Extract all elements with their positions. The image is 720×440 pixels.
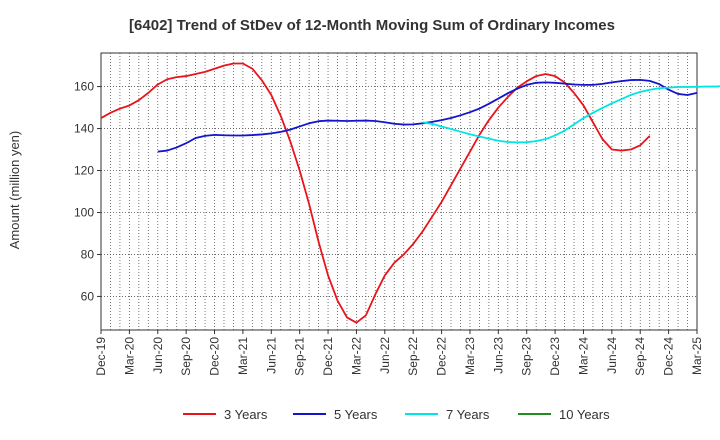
legend-item-7-years: 7 Years xyxy=(405,407,490,422)
x-tick-label: Mar-24 xyxy=(576,337,590,375)
x-tick-label: Dec-23 xyxy=(548,337,562,376)
legend-item-5-years: 5 Years xyxy=(293,407,378,422)
x-axis: Dec-19 Mar-20 Jun-20 Sep-20 Dec-20 Mar-21 Jun-… xyxy=(94,330,704,376)
legend-item-10-years: 10 Years xyxy=(518,407,610,422)
x-tick-label: Jun-20 xyxy=(151,337,165,374)
legend-label: 3 Years xyxy=(224,407,268,422)
x-tick-label: Mar-21 xyxy=(236,337,250,375)
legend: 3 Years 5 Years 7 Years 10 Years xyxy=(183,407,610,422)
y-tick-label: 80 xyxy=(81,247,95,261)
x-tick-label: Jun-21 xyxy=(264,337,278,374)
x-tick-label: Jun-22 xyxy=(378,337,392,374)
legend-label: 10 Years xyxy=(559,407,610,422)
x-tick-label: Sep-22 xyxy=(406,337,420,376)
legend-label: 5 Years xyxy=(334,407,378,422)
chart-title: [6402] Trend of StDev of 12-Month Moving… xyxy=(129,17,615,34)
x-tick-label: Mar-23 xyxy=(463,337,477,375)
y-tick-label: 140 xyxy=(74,122,94,136)
series-line-5-years xyxy=(157,78,698,153)
y-axis-label: Amount (million yen) xyxy=(7,131,22,250)
x-tick-label: Mar-20 xyxy=(122,337,136,375)
x-tick-label: Sep-24 xyxy=(633,337,647,376)
grid xyxy=(101,53,697,330)
x-tick-label: Dec-21 xyxy=(321,337,335,376)
x-tick-label: Sep-21 xyxy=(293,337,307,376)
y-tick-label: 160 xyxy=(74,80,94,94)
plot-frame xyxy=(100,52,698,331)
series-line-7-years xyxy=(422,85,720,144)
x-tick-label: Mar-25 xyxy=(690,337,704,375)
x-tick-label: Jun-23 xyxy=(491,337,505,374)
legend-item-3-years: 3 Years xyxy=(183,407,268,422)
x-tick-label: Dec-20 xyxy=(208,337,222,376)
y-tick-label: 100 xyxy=(74,205,94,219)
legend-label: 7 Years xyxy=(446,407,490,422)
series-line-3-years xyxy=(100,62,651,324)
y-tick-label: 60 xyxy=(81,289,95,303)
x-tick-label: Dec-19 xyxy=(94,337,108,376)
y-tick-label: 120 xyxy=(74,164,94,178)
series-lines xyxy=(100,62,720,324)
x-tick-label: Mar-22 xyxy=(349,337,363,375)
y-axis: 60 80 100 120 140 160 xyxy=(74,80,101,303)
x-tick-label: Dec-24 xyxy=(662,337,676,376)
x-tick-label: Dec-22 xyxy=(435,337,449,376)
x-tick-label: Jun-24 xyxy=(605,337,619,374)
x-tick-label: Sep-23 xyxy=(520,337,534,376)
x-tick-label: Sep-20 xyxy=(179,337,193,376)
